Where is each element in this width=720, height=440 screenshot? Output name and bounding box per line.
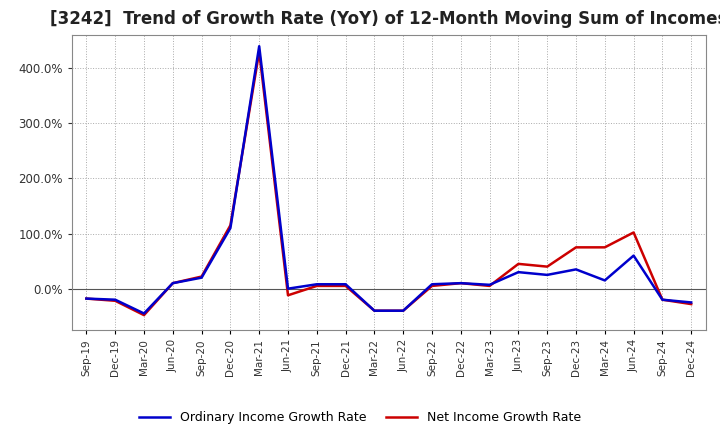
Net Income Growth Rate [485,283,494,289]
Ordinary Income Growth Rate [370,308,379,313]
Net Income Growth Rate [370,308,379,313]
Net Income Growth Rate [629,230,638,235]
Legend: Ordinary Income Growth Rate, Net Income Growth Rate: Ordinary Income Growth Rate, Net Income … [134,407,586,429]
Net Income Growth Rate [514,261,523,267]
Line: Ordinary Income Growth Rate: Ordinary Income Growth Rate [86,46,691,313]
Net Income Growth Rate [658,297,667,302]
Net Income Growth Rate [140,312,148,318]
Ordinary Income Growth Rate [284,286,292,291]
Net Income Growth Rate [687,301,696,307]
Ordinary Income Growth Rate [456,281,465,286]
Net Income Growth Rate [456,281,465,286]
Net Income Growth Rate [341,283,350,289]
Ordinary Income Growth Rate [629,253,638,258]
Net Income Growth Rate [543,264,552,269]
Net Income Growth Rate [111,298,120,304]
Net Income Growth Rate [255,49,264,55]
Ordinary Income Growth Rate [399,308,408,313]
Net Income Growth Rate [312,283,321,289]
Net Income Growth Rate [197,274,206,279]
Ordinary Income Growth Rate [111,297,120,302]
Net Income Growth Rate [82,296,91,301]
Ordinary Income Growth Rate [485,282,494,287]
Ordinary Income Growth Rate [197,275,206,280]
Ordinary Income Growth Rate [543,272,552,278]
Ordinary Income Growth Rate [341,282,350,287]
Ordinary Income Growth Rate [226,225,235,231]
Title: [3242]  Trend of Growth Rate (YoY) of 12-Month Moving Sum of Incomes: [3242] Trend of Growth Rate (YoY) of 12-… [50,10,720,28]
Ordinary Income Growth Rate [514,270,523,275]
Ordinary Income Growth Rate [140,311,148,316]
Net Income Growth Rate [428,283,436,289]
Line: Net Income Growth Rate: Net Income Growth Rate [86,52,691,315]
Ordinary Income Growth Rate [600,278,609,283]
Net Income Growth Rate [600,245,609,250]
Net Income Growth Rate [284,293,292,298]
Net Income Growth Rate [572,245,580,250]
Net Income Growth Rate [399,308,408,313]
Ordinary Income Growth Rate [572,267,580,272]
Ordinary Income Growth Rate [428,282,436,287]
Ordinary Income Growth Rate [658,297,667,302]
Net Income Growth Rate [168,281,177,286]
Net Income Growth Rate [226,223,235,228]
Ordinary Income Growth Rate [687,300,696,305]
Ordinary Income Growth Rate [255,44,264,49]
Ordinary Income Growth Rate [168,281,177,286]
Ordinary Income Growth Rate [312,282,321,287]
Ordinary Income Growth Rate [82,296,91,301]
